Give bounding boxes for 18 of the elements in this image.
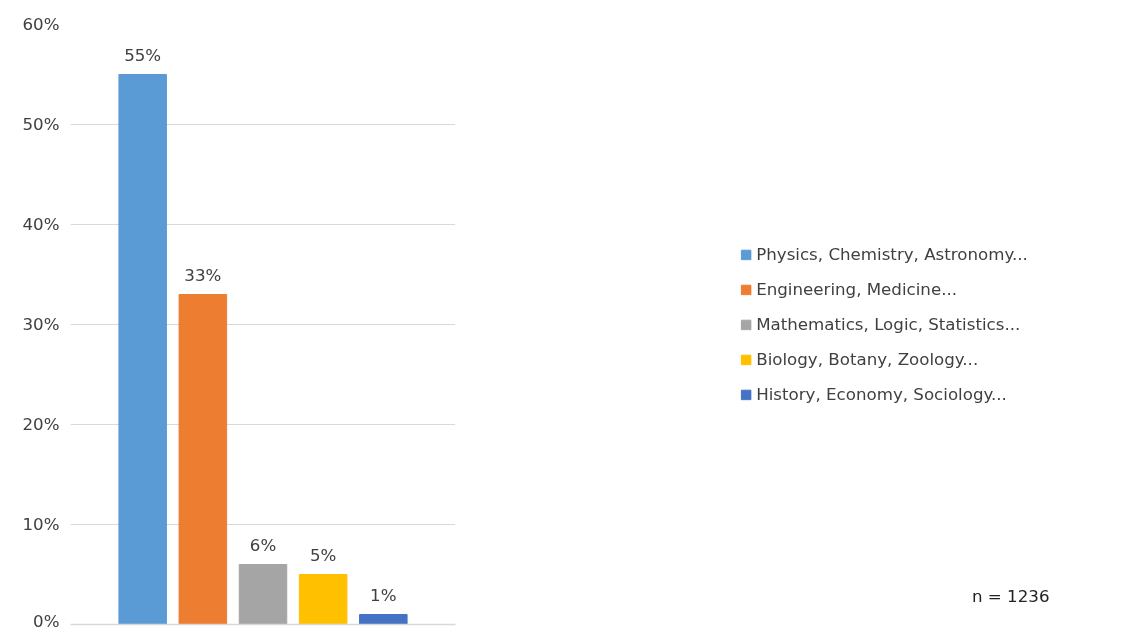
y-tick-label: 20% xyxy=(22,415,60,434)
y-tick-label: 30% xyxy=(22,315,60,334)
y-tick-label: 60% xyxy=(22,15,60,34)
data-label: 33% xyxy=(184,265,222,285)
text: n = 1236 xyxy=(972,586,1050,608)
legend-label: History, Economy, Sociology... xyxy=(756,384,1007,404)
data-label: 6% xyxy=(249,535,277,555)
data-label: 1% xyxy=(370,585,397,605)
y-tick-label: 10% xyxy=(22,515,60,534)
legend-label: Mathematics, Logic, Statistics... xyxy=(756,314,1021,334)
y-tick-label: 50% xyxy=(22,115,60,134)
data-label: 5% xyxy=(309,545,337,565)
data-label: 55% xyxy=(124,45,162,65)
y-tick-label: 0% xyxy=(33,611,60,631)
y-tick-label: 40% xyxy=(22,215,60,234)
legend-label: Engineering, Medicine... xyxy=(756,279,958,299)
legend-label: Biology, Botany, Zoology... xyxy=(756,349,979,369)
legend-label: Physics, Chemistry, Astronomy... xyxy=(756,244,1028,264)
